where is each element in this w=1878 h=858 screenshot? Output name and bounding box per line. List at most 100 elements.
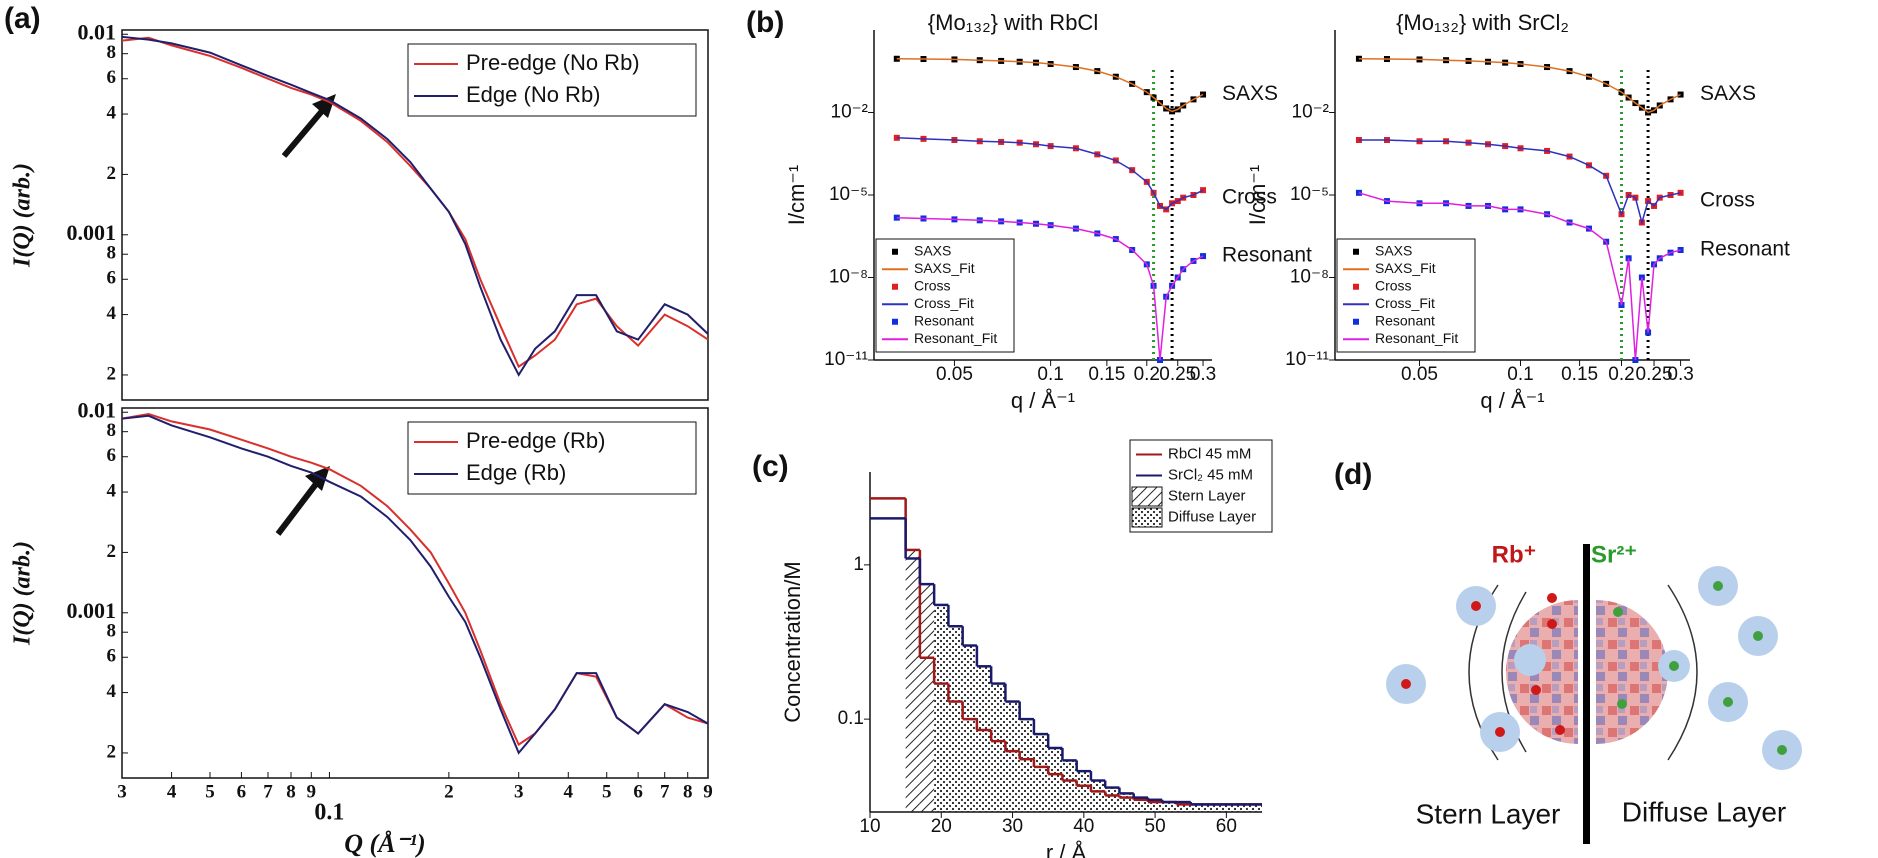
y-tick-label: 10⁻⁵	[829, 184, 868, 205]
x-tick-label: 5	[602, 781, 612, 802]
y-axis-label: I(Q) (arb.)	[10, 163, 36, 268]
y-tick-label: 2	[107, 541, 117, 562]
legend-label: SAXS_Fit	[914, 260, 975, 276]
y-tick-label: 0.01	[78, 397, 117, 422]
layer-fill	[1105, 787, 1120, 812]
fit-line	[1358, 139, 1681, 226]
plot-frame	[121, 29, 709, 401]
x-tick-label: 6	[633, 781, 643, 802]
layer-fill	[1219, 804, 1234, 812]
layer-fill	[991, 683, 1006, 812]
legend-label: Resonant	[914, 312, 974, 328]
layer-fill	[1048, 747, 1063, 812]
legend-box	[407, 43, 697, 117]
y-tick-label: 6	[107, 646, 117, 667]
legend-swatch	[892, 248, 898, 255]
x-tick-label: 40	[1073, 816, 1094, 837]
x-tick-label: 0.2	[1134, 364, 1160, 385]
x-tick-label: 4	[167, 781, 177, 802]
x-tick-label: 0.1	[1037, 364, 1063, 385]
marker	[893, 134, 900, 141]
y-tick-label: 0.1	[838, 708, 864, 729]
legend-swatch	[892, 283, 898, 290]
fit-line	[896, 216, 1204, 361]
layer-fill	[1033, 734, 1049, 812]
x-tick-label: 0.3	[1667, 364, 1693, 385]
layer-fill	[962, 645, 977, 812]
y-tick-label: 10⁻⁸	[829, 267, 868, 288]
layer-fill	[948, 626, 963, 812]
x-tick-label: 0.2	[1608, 364, 1634, 385]
plot-frame	[121, 407, 709, 779]
y-tick-label: 0.001	[67, 220, 117, 245]
y-tick-label: 2	[107, 363, 117, 384]
x-tick-label: 8	[286, 781, 296, 802]
legend-label: SrCl₂ 45 mM	[1168, 466, 1253, 483]
legend-swatch	[1131, 486, 1163, 507]
legend-swatch	[1353, 318, 1359, 325]
fit-line	[896, 58, 1204, 113]
annotation: Cross	[1700, 188, 1755, 211]
x-axis-label: Q (Å⁻¹)	[344, 829, 425, 858]
x-tick-label: 0.15	[1561, 364, 1598, 385]
layer-fill	[1176, 802, 1191, 812]
y-tick-label: 10⁻⁵	[1290, 184, 1329, 205]
y-tick-label: 6	[107, 67, 117, 88]
y-tick-label: 2	[107, 163, 117, 184]
legend-swatch	[1131, 507, 1163, 528]
x-tick-label: 10	[859, 816, 880, 837]
divider	[1583, 544, 1590, 844]
y-tick-label: 1	[853, 554, 864, 575]
layer-fill	[1076, 771, 1091, 812]
y-tick-label: 4	[107, 480, 117, 501]
legend-label: SAXS	[914, 242, 951, 258]
x-tick-label: 0.1	[1507, 364, 1533, 385]
legend-label: Cross	[914, 277, 951, 293]
layer-fill	[1190, 804, 1205, 812]
y-tick-label: 8	[107, 420, 117, 441]
x-tick-label: 8	[683, 781, 693, 802]
x-tick-label: 0.3	[1190, 364, 1216, 385]
fit-line	[896, 137, 1204, 211]
legend-label: Cross	[1375, 277, 1412, 293]
y-tick-label: 4	[107, 303, 117, 324]
legend-box	[1336, 238, 1476, 353]
ion-label: Sr²⁺	[1591, 541, 1637, 568]
legend-label: Diffuse Layer	[1168, 508, 1256, 525]
legend-label: Resonant_Fit	[914, 330, 997, 346]
marker	[1200, 253, 1207, 260]
y-tick-label: 8	[107, 243, 117, 264]
legend-label: SAXS_Fit	[1375, 260, 1436, 276]
rb-ions	[1401, 593, 1565, 737]
x-tick-label: 9	[307, 781, 317, 802]
x-axis-label: q / Å⁻¹	[1011, 388, 1075, 413]
ion-label: Rb⁺	[1492, 541, 1537, 568]
x-tick-label: 4	[564, 781, 574, 802]
marker	[893, 214, 900, 221]
panel-label: (c)	[752, 450, 789, 483]
y-tick-label: 0.01	[78, 19, 117, 44]
legend-label: Cross_Fit	[1375, 295, 1435, 311]
annotation: Resonant	[1222, 244, 1312, 267]
legend-label: Edge (No Rb)	[466, 82, 601, 107]
x-tick-label: 60	[1216, 816, 1237, 837]
arrow	[275, 94, 336, 536]
layer-fill	[1005, 701, 1020, 812]
panel-label: (a)	[4, 2, 41, 35]
legend-label: Resonant_Fit	[1375, 330, 1458, 346]
chart: 1 0.1 10 20 30 40 50 60 Concentration/M r / Å RbCl…	[780, 439, 1273, 858]
layer-fill	[976, 666, 992, 812]
layer-fill	[919, 584, 935, 812]
x-tick-label: 30	[1002, 816, 1023, 837]
sr-ions	[1613, 581, 1787, 755]
y-tick-label: 4	[107, 102, 117, 123]
x-tick-label: 0.25	[1636, 364, 1673, 385]
fit-line	[1358, 58, 1681, 114]
y-tick-label: 10⁻⁸	[1290, 267, 1329, 288]
chart-title: {Mo₁₃₂} with RbCl	[928, 10, 1098, 35]
marker	[1200, 187, 1207, 194]
marker	[1200, 91, 1207, 98]
y-tick-label: 10⁻²	[1292, 102, 1330, 123]
layer-fill	[1133, 797, 1148, 812]
